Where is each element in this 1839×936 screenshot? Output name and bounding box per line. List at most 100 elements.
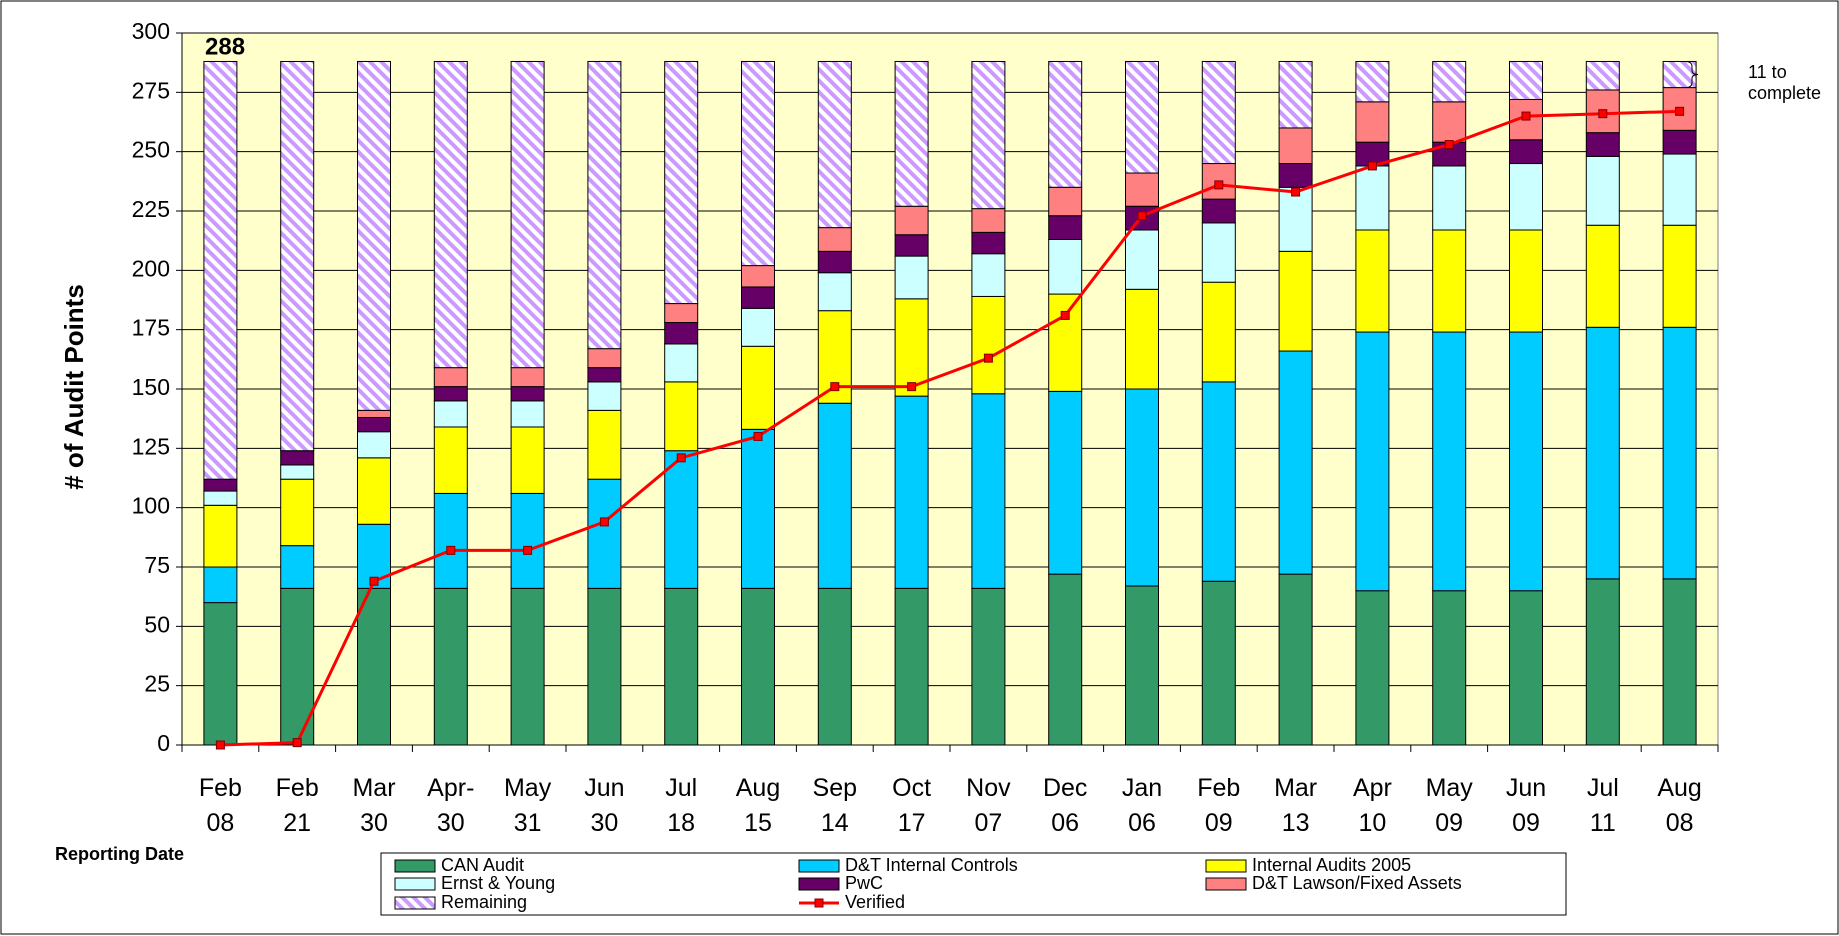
line-marker — [1598, 109, 1608, 119]
x-tick-label: Mar 13 — [1274, 774, 1317, 837]
bar-segment — [1662, 153, 1697, 226]
bar-segment — [1509, 60, 1543, 100]
bar-segment — [1125, 229, 1159, 290]
x-tick-label: Jul 11 — [1587, 774, 1619, 837]
y-tick-label: 0 — [157, 730, 170, 756]
bar-segment — [510, 386, 545, 402]
bar-segment — [433, 587, 468, 746]
bar-segment — [1048, 573, 1083, 746]
bar-segment — [587, 60, 622, 350]
bar-segment — [1585, 60, 1620, 91]
legend-swatch — [1205, 877, 1247, 891]
y-tick-label: 150 — [132, 374, 170, 400]
bar-segment — [1355, 101, 1390, 143]
bar-segment — [587, 348, 622, 369]
y-tick-label: 175 — [132, 315, 170, 341]
bar-segment — [357, 60, 391, 411]
legend-label: PwC — [845, 873, 883, 893]
legend-label: Remaining — [441, 892, 527, 912]
bar-segment — [1201, 281, 1236, 383]
line-marker — [215, 740, 225, 750]
bar-segment — [1585, 578, 1620, 746]
bar-segment — [510, 367, 545, 388]
line-marker — [1521, 111, 1531, 121]
legend-box — [380, 852, 1567, 916]
bar-segment — [894, 587, 929, 746]
bar-segment — [357, 431, 391, 459]
bar-segment — [741, 345, 775, 430]
bar-segment — [1662, 60, 1697, 89]
bar-segment — [433, 426, 468, 494]
legend-label: D&T Internal Controls — [845, 855, 1018, 875]
bar-segment — [280, 464, 315, 480]
x-tick-label: Mar 30 — [352, 774, 395, 837]
bar-segment — [1509, 590, 1543, 746]
line-marker — [1137, 211, 1147, 221]
x-tick-label: Feb 08 — [199, 774, 242, 837]
bar-segment — [817, 250, 852, 274]
bar-segment — [971, 208, 1006, 233]
y-tick-label: 100 — [132, 493, 170, 519]
line-marker — [446, 545, 456, 555]
x-tick-label: Oct 17 — [892, 774, 931, 837]
y-tick-label: 225 — [132, 196, 170, 222]
line-marker — [830, 382, 840, 392]
bar-segment — [587, 478, 622, 589]
bar-segment — [1201, 580, 1236, 746]
legend-swatch — [394, 859, 436, 873]
legend-label: CAN Audit — [441, 855, 524, 875]
x-tick-label: Feb 09 — [1197, 774, 1240, 837]
bar-segment — [1355, 229, 1390, 333]
x-tick-label: Apr 10 — [1353, 774, 1392, 837]
x-tick-label: Jun 30 — [584, 774, 624, 837]
bar-segment — [1278, 186, 1313, 252]
bar-segment — [1278, 350, 1313, 575]
bar-segment — [203, 504, 238, 568]
annotation-remaining: 11 to complete — [1748, 62, 1821, 103]
y-tick-label: 200 — [132, 255, 170, 281]
bar-segment — [1509, 139, 1543, 165]
bar-segment — [1048, 293, 1083, 392]
line-marker — [907, 382, 917, 392]
line-marker — [1444, 140, 1454, 150]
bar-segment — [741, 60, 775, 267]
bar-segment — [894, 234, 929, 257]
x-tick-label: Apr-30 — [427, 774, 474, 837]
legend-swatch — [394, 896, 436, 910]
bar-segment — [894, 298, 929, 397]
y-tick-label: 50 — [144, 611, 170, 637]
bar-segment — [664, 587, 699, 746]
bar-segment — [1355, 60, 1390, 103]
bar-segment — [203, 490, 238, 506]
bar-segment — [280, 450, 315, 466]
bar-segment — [1201, 222, 1236, 283]
line-marker — [292, 738, 302, 748]
bar-segment — [971, 587, 1006, 746]
bar-segment — [357, 409, 391, 418]
x-tick-label: Jun 09 — [1506, 774, 1546, 837]
bar-segment — [357, 416, 391, 433]
bar-segment — [817, 272, 852, 312]
bar-segment — [357, 587, 391, 746]
y-tick-label: 250 — [132, 137, 170, 163]
bar-segment — [1125, 585, 1159, 746]
legend-label: Internal Audits 2005 — [1252, 855, 1411, 875]
bar-segment — [1278, 250, 1313, 352]
legend-swatch — [798, 877, 840, 891]
bar-segment — [1662, 129, 1697, 155]
bar-segment — [741, 286, 775, 309]
bar-segment — [1048, 60, 1083, 188]
x-tick-label: Jul 18 — [665, 774, 697, 837]
bar-segment — [1355, 165, 1390, 231]
bar-segment — [1662, 326, 1697, 580]
y-tick-label: 275 — [132, 77, 170, 103]
x-axis-label: Reporting Date — [55, 844, 184, 864]
bar-segment — [1432, 590, 1467, 746]
legend-label: Ernst & Young — [441, 873, 555, 893]
x-tick-label: May 31 — [504, 774, 552, 837]
bar-segment — [1048, 186, 1083, 217]
bar-segment — [1048, 215, 1083, 240]
x-tick-label: Feb 21 — [276, 774, 319, 837]
bar-segment — [1432, 165, 1467, 231]
